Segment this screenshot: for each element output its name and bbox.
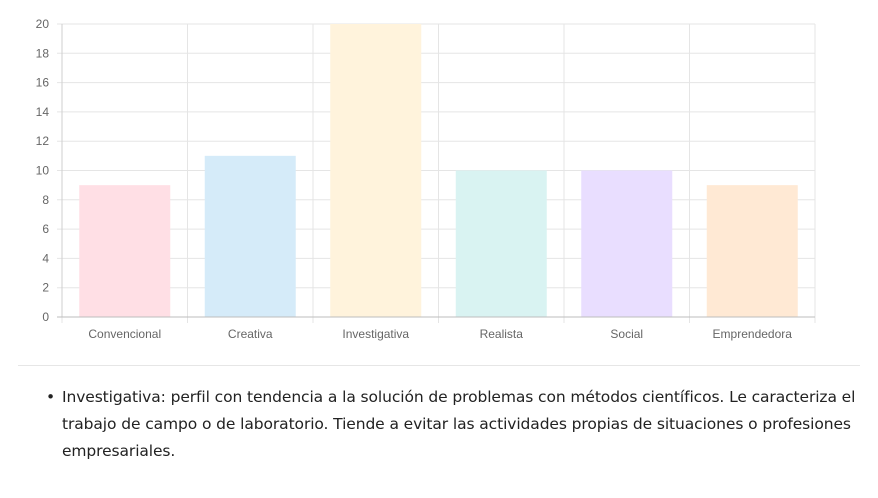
y-tick-label: 18 [36, 46, 50, 60]
x-tick-label: Creativa [228, 327, 273, 341]
y-tick-label: 14 [36, 105, 50, 119]
bar-social [581, 170, 673, 317]
y-tick-label: 6 [42, 222, 49, 236]
bar-emprendedora [706, 185, 798, 317]
y-tick-label: 20 [36, 17, 50, 31]
profile-description-list: • Investigativa: perfil con tendencia a … [44, 384, 878, 465]
y-tick-label: 10 [36, 164, 50, 178]
profile-description-text: Investigativa: perfil con tendencia a la… [62, 388, 856, 460]
y-tick-label: 0 [42, 310, 49, 324]
bullet-marker: • [46, 388, 56, 406]
profile-description-item: • Investigativa: perfil con tendencia a … [46, 384, 878, 465]
y-tick-label: 2 [42, 281, 49, 295]
x-tick-label: Realista [480, 327, 524, 341]
y-tick-label: 12 [36, 134, 50, 148]
bar-chart: 0 2 4 6 8 10 12 14 16 18 20 Convencional Creativa Inv… [36, 17, 816, 341]
y-tick-label: 4 [42, 251, 49, 265]
x-tick-label: Emprendedora [713, 327, 793, 341]
y-tick-label: 16 [36, 76, 50, 90]
section-divider [18, 365, 860, 366]
bar-investigativa [330, 24, 422, 317]
bar-convencional [79, 185, 171, 317]
x-tick-label: Investigativa [342, 327, 409, 341]
x-tick-label: Convencional [88, 327, 161, 341]
y-tick-label: 8 [42, 193, 49, 207]
bar-realista [455, 170, 547, 317]
x-tick-label: Social [610, 327, 643, 341]
bar-creativa [204, 155, 296, 317]
